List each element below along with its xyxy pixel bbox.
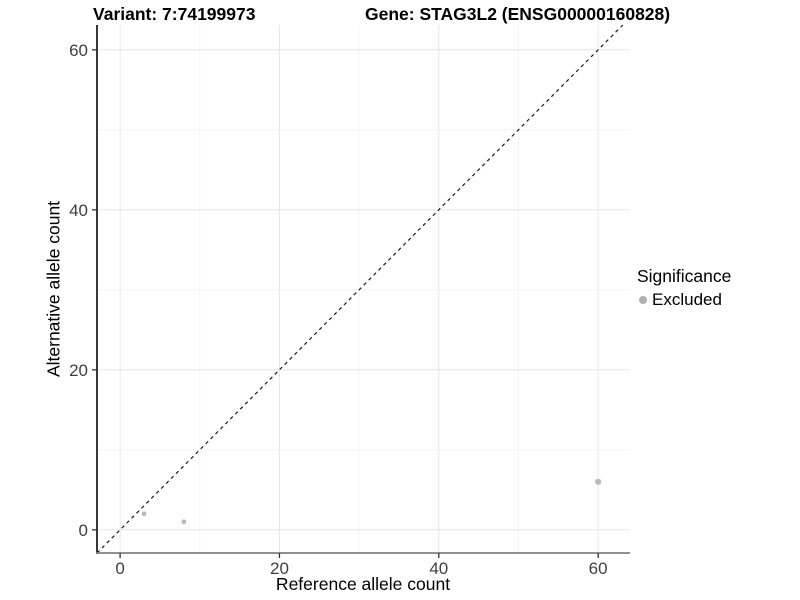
legend-item-excluded: Excluded <box>637 290 731 310</box>
x-tick-label: 40 <box>429 559 448 578</box>
gene-title: Gene: STAG3L2 (ENSG00000160828) <box>365 4 671 24</box>
data-point <box>181 519 187 525</box>
x-axis-title: Reference allele count <box>275 574 451 594</box>
y-tick-label: 40 <box>69 201 88 220</box>
variant-title: Variant: 7:74199973 <box>93 4 256 24</box>
data-point <box>595 478 602 485</box>
x-tick-label: 60 <box>589 559 608 578</box>
legend: Significance Excluded <box>637 266 731 310</box>
legend-item-label: Excluded <box>652 290 722 309</box>
y-tick-label: 20 <box>69 361 88 380</box>
data-point <box>141 511 147 517</box>
x-tick-label: 0 <box>115 559 124 578</box>
x-tick-label: 20 <box>270 559 289 578</box>
legend-point-icon <box>639 296 647 304</box>
identity-line <box>96 24 624 554</box>
y-axis-title: Alternative allele count <box>43 200 64 378</box>
y-tick-label: 60 <box>69 41 88 60</box>
y-tick-label: 0 <box>79 521 88 540</box>
legend-title: Significance <box>637 266 732 286</box>
